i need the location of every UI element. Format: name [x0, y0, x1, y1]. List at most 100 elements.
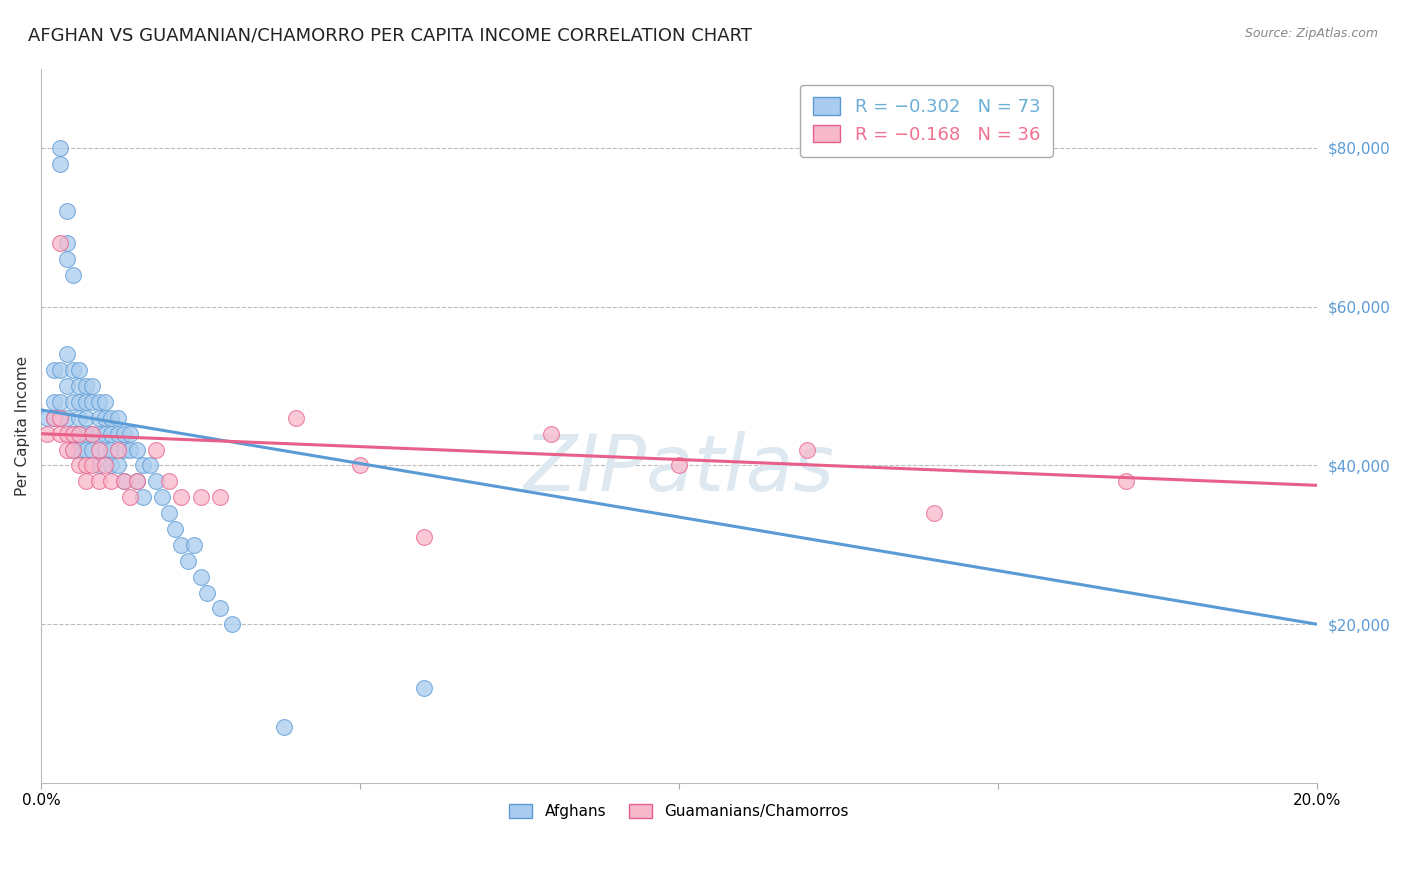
Point — [120, 490, 142, 504]
Point — [170, 538, 193, 552]
Point — [75, 379, 97, 393]
Point — [100, 410, 122, 425]
Point — [100, 426, 122, 441]
Point — [42, 410, 65, 425]
Point — [120, 426, 142, 441]
Point — [87, 442, 110, 457]
Point — [145, 442, 167, 457]
Point — [165, 522, 187, 536]
Point — [55, 347, 77, 361]
Point — [42, 363, 65, 377]
Point — [190, 490, 212, 504]
Point — [37, 426, 59, 441]
Point — [100, 475, 122, 489]
Point — [75, 426, 97, 441]
Point — [145, 475, 167, 489]
Point — [67, 395, 90, 409]
Point — [49, 410, 72, 425]
Point — [112, 475, 135, 489]
Y-axis label: Per Capita Income: Per Capita Income — [15, 356, 30, 496]
Point — [55, 379, 77, 393]
Point — [208, 490, 231, 504]
Point — [94, 426, 117, 441]
Point — [125, 475, 148, 489]
Point — [157, 506, 180, 520]
Point — [150, 490, 173, 504]
Point — [62, 442, 84, 457]
Point — [55, 236, 77, 251]
Point — [42, 395, 65, 409]
Point — [94, 395, 117, 409]
Point — [412, 681, 434, 695]
Point — [87, 458, 110, 473]
Point — [107, 458, 129, 473]
Point — [49, 410, 72, 425]
Point — [67, 363, 90, 377]
Point — [75, 442, 97, 457]
Point — [170, 490, 193, 504]
Point — [94, 410, 117, 425]
Point — [82, 458, 104, 473]
Point — [55, 442, 77, 457]
Point — [62, 395, 84, 409]
Point — [195, 585, 218, 599]
Text: ZIPatlas: ZIPatlas — [523, 431, 835, 507]
Point — [62, 426, 84, 441]
Point — [49, 363, 72, 377]
Point — [62, 268, 84, 282]
Point — [138, 458, 160, 473]
Point — [112, 475, 135, 489]
Point — [668, 458, 690, 473]
Point — [125, 442, 148, 457]
Point — [49, 395, 72, 409]
Point — [177, 554, 200, 568]
Point — [82, 395, 104, 409]
Point — [107, 442, 129, 457]
Point — [190, 569, 212, 583]
Point — [540, 426, 562, 441]
Point — [112, 426, 135, 441]
Point — [107, 426, 129, 441]
Point — [87, 395, 110, 409]
Point — [94, 458, 117, 473]
Point — [922, 506, 945, 520]
Point — [349, 458, 371, 473]
Text: Source: ZipAtlas.com: Source: ZipAtlas.com — [1244, 27, 1378, 40]
Point — [87, 410, 110, 425]
Point — [55, 410, 77, 425]
Point — [75, 410, 97, 425]
Point — [132, 458, 155, 473]
Point — [55, 204, 77, 219]
Point — [62, 442, 84, 457]
Point — [37, 410, 59, 425]
Point — [1115, 475, 1137, 489]
Point — [55, 252, 77, 266]
Point — [67, 410, 90, 425]
Point — [49, 157, 72, 171]
Point — [62, 363, 84, 377]
Point — [67, 426, 90, 441]
Point — [49, 141, 72, 155]
Point — [49, 236, 72, 251]
Point — [67, 458, 90, 473]
Point — [107, 410, 129, 425]
Point — [285, 410, 308, 425]
Point — [100, 458, 122, 473]
Point — [183, 538, 205, 552]
Point — [120, 442, 142, 457]
Point — [75, 458, 97, 473]
Point — [94, 442, 117, 457]
Point — [273, 721, 295, 735]
Point — [67, 379, 90, 393]
Point — [49, 426, 72, 441]
Point — [208, 601, 231, 615]
Point — [100, 442, 122, 457]
Point — [87, 426, 110, 441]
Point — [62, 426, 84, 441]
Legend: Afghans, Guamanians/Chamorros: Afghans, Guamanians/Chamorros — [503, 798, 855, 825]
Point — [87, 475, 110, 489]
Point — [75, 475, 97, 489]
Point — [796, 442, 818, 457]
Point — [42, 410, 65, 425]
Point — [112, 442, 135, 457]
